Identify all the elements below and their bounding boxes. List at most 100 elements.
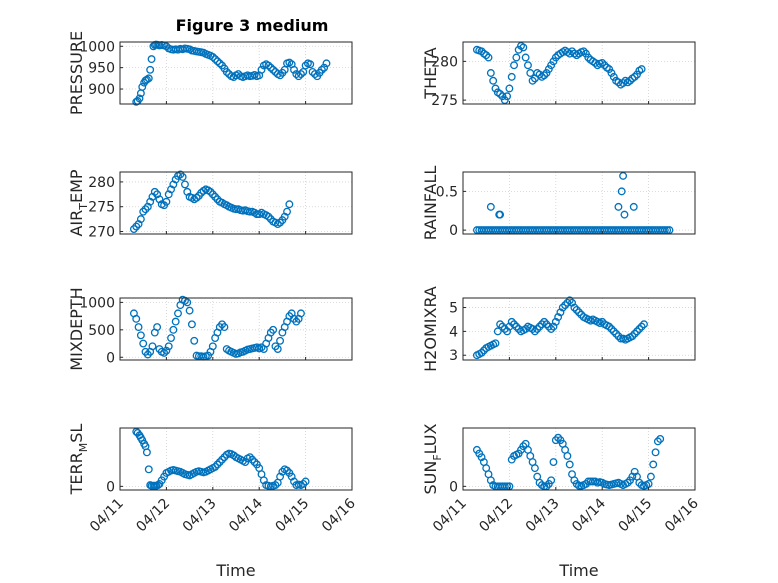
data-point — [496, 210, 505, 219]
data-point — [493, 327, 502, 336]
data-point — [132, 314, 141, 323]
data-point — [181, 180, 189, 189]
data-point — [547, 61, 556, 70]
data-point — [619, 79, 628, 88]
data-point — [171, 317, 180, 326]
y-tick-label: 0 — [106, 350, 115, 366]
axes-frame — [119, 297, 353, 361]
data-series — [129, 170, 294, 233]
data-point — [551, 317, 560, 326]
data-point — [266, 63, 275, 72]
axes-frame — [462, 171, 696, 235]
data-point — [206, 187, 215, 196]
y-tick-label: 0 — [106, 479, 115, 495]
y-tick-label: 900 — [88, 82, 115, 98]
data-point — [129, 225, 138, 233]
data-point — [519, 43, 528, 52]
data-point — [535, 322, 544, 331]
data-point — [605, 322, 614, 331]
data-point — [147, 55, 156, 64]
x-axis-label: Time — [558, 561, 598, 580]
data-point — [521, 53, 530, 62]
data-point — [484, 53, 493, 62]
y-tick-label: 1000 — [79, 39, 115, 55]
data-point — [245, 207, 254, 216]
axes-frame — [462, 427, 696, 491]
data-point — [607, 69, 616, 77]
data-point — [503, 92, 512, 101]
data-point — [185, 306, 194, 315]
data-point — [285, 200, 294, 209]
y-axis-label: TERRMSL — [67, 424, 90, 496]
data-point — [558, 303, 567, 312]
data-point — [628, 332, 637, 341]
data-point — [276, 336, 285, 345]
data-series — [472, 41, 646, 105]
data-point — [630, 72, 639, 81]
data-point — [283, 207, 291, 216]
data-point — [477, 47, 486, 56]
data-point — [232, 205, 240, 214]
data-point — [264, 61, 273, 70]
data-point — [568, 47, 576, 56]
data-point — [269, 325, 278, 334]
data-point — [656, 434, 665, 443]
data-point — [609, 327, 618, 336]
data-point — [154, 481, 162, 490]
data-point — [139, 339, 148, 348]
data-point — [500, 325, 509, 333]
data-point — [584, 53, 593, 62]
data-point — [565, 460, 574, 469]
data-point — [192, 193, 201, 202]
data-point — [306, 60, 315, 69]
data-point — [317, 65, 326, 74]
data-point — [572, 305, 581, 314]
data-point — [549, 57, 558, 66]
data-point — [575, 308, 583, 317]
data-point — [637, 65, 646, 74]
data-point — [176, 170, 185, 179]
axes-frame — [119, 427, 353, 491]
data-point — [269, 65, 278, 74]
data-point — [629, 202, 638, 211]
y-tick-label: 275 — [431, 93, 458, 109]
data-point — [482, 51, 491, 60]
data-point — [301, 61, 310, 70]
data-point — [607, 325, 616, 333]
x-axis-label: Time — [215, 561, 255, 580]
data-point — [605, 65, 614, 74]
data-point — [264, 212, 273, 221]
y-tick-label: 0.5 — [436, 184, 458, 200]
data-point — [544, 322, 553, 331]
y-tick-label: 270 — [88, 225, 115, 241]
data-point — [320, 63, 329, 72]
y-tick-label: 0 — [449, 223, 458, 239]
y-tick-label: 0 — [449, 479, 458, 495]
data-point — [614, 78, 623, 87]
data-point — [290, 65, 298, 74]
data-point — [637, 322, 646, 331]
data-point — [530, 327, 539, 336]
data-point — [248, 455, 257, 464]
data-point — [297, 70, 305, 79]
y-axis-label: RAINFALL — [421, 166, 440, 241]
data-point — [503, 327, 512, 336]
data-point — [510, 61, 518, 70]
data-series — [472, 171, 674, 235]
data-point — [204, 351, 213, 360]
data-point — [551, 436, 560, 445]
data-point — [257, 65, 266, 74]
data-series — [472, 296, 648, 360]
data-series — [132, 427, 310, 491]
data-point — [486, 69, 495, 77]
y-axis-label: SUNFLUX — [421, 423, 444, 494]
axes-background — [120, 42, 352, 104]
data-point — [598, 58, 607, 67]
data-point — [510, 320, 518, 329]
data-point — [136, 215, 145, 224]
data-point — [208, 53, 217, 61]
data-point — [301, 477, 310, 486]
data-point — [507, 72, 516, 81]
